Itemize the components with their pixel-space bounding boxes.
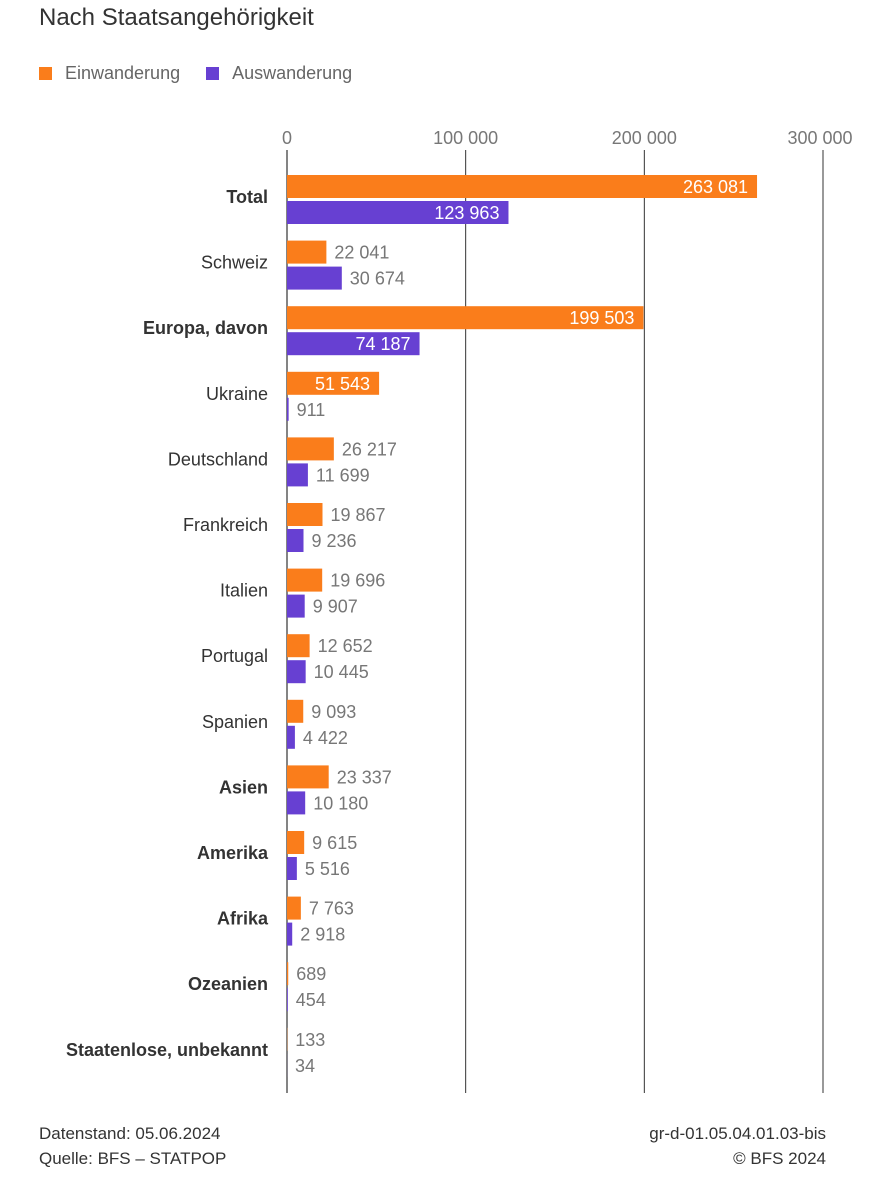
bar-auswanderung [287, 988, 288, 1012]
bar-auswanderung [287, 201, 509, 224]
data-label-einwanderung: 199 503 [569, 308, 634, 328]
legend-label-einwanderung: Einwanderung [65, 63, 181, 83]
footer-quelle: Quelle: BFS – STATPOP [39, 1149, 227, 1168]
category-label: Afrika [217, 909, 269, 929]
data-label-einwanderung: 9 615 [312, 833, 357, 853]
data-label-einwanderung: 133 [295, 1030, 325, 1050]
x-tick-label-0: 0 [282, 128, 292, 148]
x-tick-label-2: 200 000 [612, 128, 677, 148]
data-label-auswanderung: 4 422 [303, 728, 348, 748]
bar-einwanderung [287, 831, 305, 854]
x-tick-label-3: 300 000 [787, 128, 852, 148]
bar-auswanderung [287, 660, 306, 684]
category-label: Staatenlose, unbekannt [66, 1040, 268, 1060]
bar-einwanderung [287, 896, 301, 920]
bar-auswanderung [287, 529, 304, 552]
chart-title: Nach Staatsangehörigkeit [39, 4, 314, 31]
data-label-einwanderung: 23 337 [337, 767, 392, 787]
bar-auswanderung [287, 922, 293, 946]
category-label: Schweiz [201, 253, 268, 273]
category-label: Europa, davon [143, 318, 268, 338]
category-label: Portugal [201, 646, 268, 666]
bar-einwanderung [287, 437, 334, 461]
bar-auswanderung [287, 397, 289, 421]
category-label: Deutschland [168, 449, 268, 469]
bar-auswanderung [287, 725, 295, 749]
bar-einwanderung [287, 371, 380, 395]
category-label: Amerika [197, 843, 269, 863]
category-label: Asien [219, 777, 268, 797]
footer-datenstand: Datenstand: 05.06.2024 [39, 1124, 221, 1143]
data-label-auswanderung: 11 699 [316, 465, 370, 485]
data-label-einwanderung: 689 [296, 964, 326, 984]
footer-right: gr-d-01.05.04.01.03-bis © BFS 2024 [649, 1121, 826, 1171]
category-label: Spanien [202, 712, 268, 732]
legend-swatch-einwanderung [39, 67, 52, 80]
data-label-auswanderung: 911 [297, 400, 326, 420]
bar-einwanderung [287, 699, 304, 723]
bar-auswanderung [287, 594, 305, 618]
bar-einwanderung [287, 765, 329, 789]
footer-left: Datenstand: 05.06.2024 Quelle: BFS – STA… [39, 1121, 226, 1171]
bar-auswanderung [287, 463, 308, 487]
data-label-auswanderung: 9 907 [313, 597, 358, 617]
bar-auswanderung [287, 857, 297, 880]
data-label-einwanderung: 19 696 [330, 571, 385, 591]
category-label: Italien [220, 581, 268, 601]
data-label-einwanderung: 51 543 [315, 374, 370, 394]
data-label-einwanderung: 22 041 [334, 243, 389, 263]
data-label-auswanderung: 74 187 [355, 334, 410, 354]
category-label: Ukraine [206, 384, 268, 404]
data-label-einwanderung: 26 217 [342, 439, 397, 459]
legend: Einwanderung Auswanderung [39, 63, 378, 84]
category-label: Total [226, 187, 268, 207]
bar-auswanderung [287, 266, 342, 290]
data-label-auswanderung: 2 918 [300, 925, 345, 945]
bar-einwanderung [287, 306, 644, 330]
footer-id: gr-d-01.05.04.01.03-bis [649, 1124, 826, 1143]
bar-einwanderung [287, 962, 289, 986]
data-label-einwanderung: 7 763 [309, 899, 354, 919]
x-tick-label-1: 100 000 [433, 128, 498, 148]
data-label-auswanderung: 10 180 [313, 793, 368, 813]
data-label-einwanderung: 9 093 [311, 702, 356, 722]
bar-einwanderung [287, 503, 323, 526]
data-label-einwanderung: 263 081 [683, 177, 748, 197]
data-label-auswanderung: 123 963 [434, 203, 499, 223]
data-label-auswanderung: 5 516 [305, 859, 350, 879]
data-label-einwanderung: 19 867 [330, 505, 385, 525]
bar-einwanderung [287, 568, 323, 592]
legend-swatch-auswanderung [206, 67, 220, 80]
data-label-auswanderung: 30 674 [350, 269, 405, 289]
bar-auswanderung [287, 791, 306, 815]
bar-auswanderung [287, 332, 420, 356]
bar-einwanderung [287, 175, 758, 198]
data-label-auswanderung: 34 [295, 1056, 315, 1076]
legend-label-auswanderung: Auswanderung [232, 63, 353, 83]
data-label-einwanderung: 12 652 [318, 636, 373, 656]
bar-einwanderung [287, 634, 310, 658]
data-label-auswanderung: 454 [296, 990, 326, 1010]
category-label: Frankreich [183, 515, 268, 535]
data-label-auswanderung: 9 236 [312, 531, 357, 551]
data-label-auswanderung: 10 445 [314, 662, 369, 682]
legend-item-auswanderung[interactable]: Auswanderung [206, 63, 352, 84]
footer-copyright: © BFS 2024 [733, 1149, 826, 1168]
legend-item-einwanderung[interactable]: Einwanderung [39, 63, 180, 84]
category-label: Ozeanien [188, 974, 268, 994]
bar-einwanderung [287, 240, 327, 264]
